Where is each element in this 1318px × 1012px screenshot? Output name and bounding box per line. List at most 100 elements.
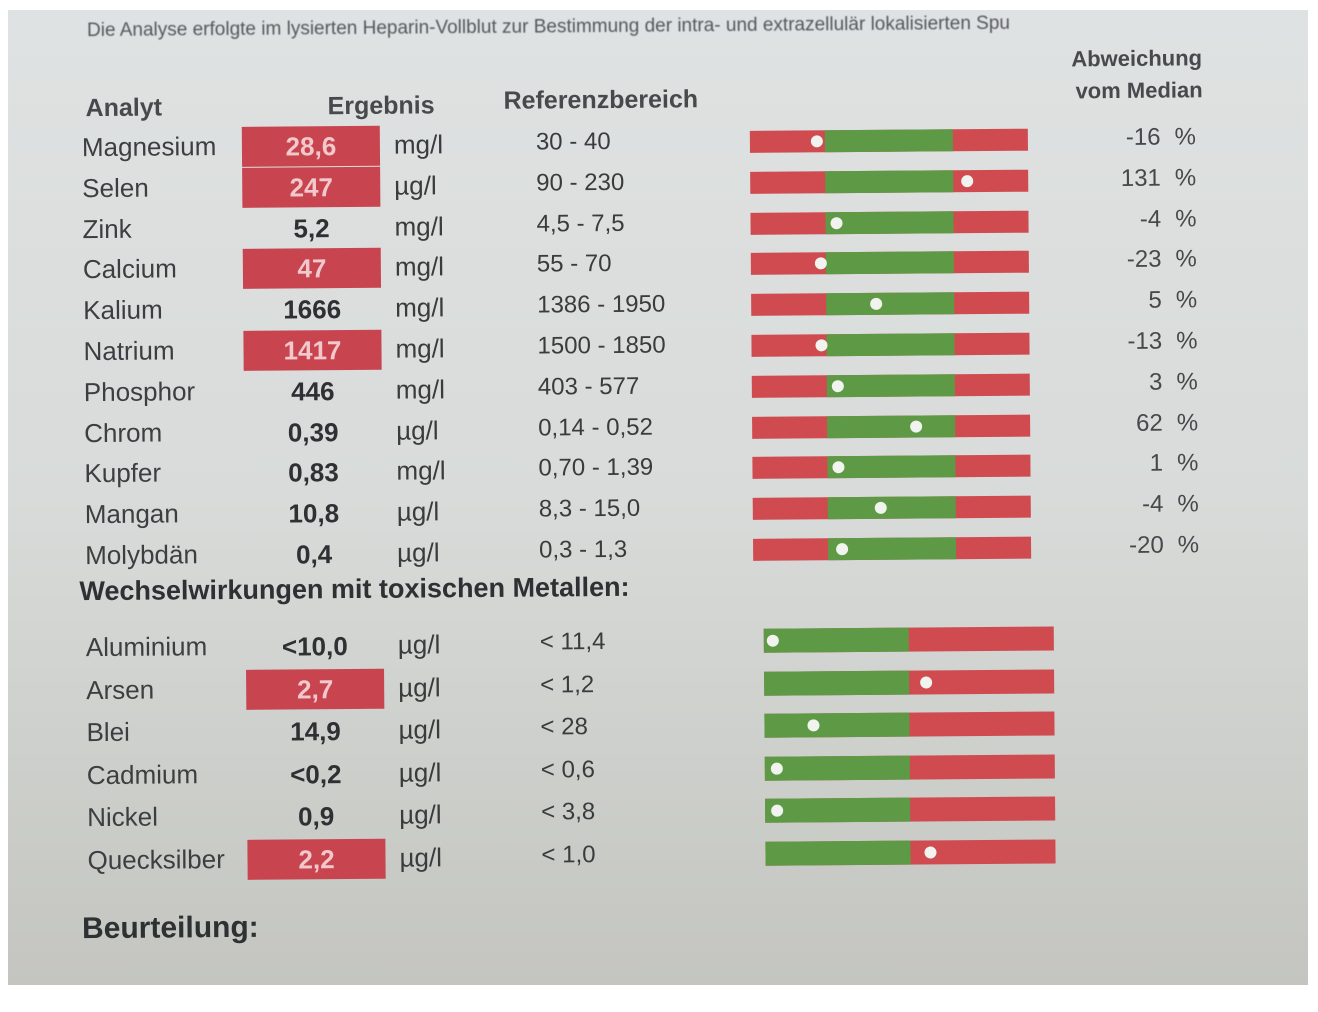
range-bar-marker xyxy=(830,216,843,229)
range-bar-marker xyxy=(814,339,828,352)
toxic-result: 14,9 xyxy=(290,716,341,747)
toxic-result: 2,7 xyxy=(246,668,385,710)
toxic-name: Arsen xyxy=(86,674,155,705)
analyte-result: 1417 xyxy=(243,329,382,371)
analyte-name: Kupfer xyxy=(84,457,162,489)
limit-bar-normal-zone xyxy=(763,627,909,653)
analyte-reference-range: 403 - 577 xyxy=(537,372,640,401)
analyte-reference-range: 1386 - 1950 xyxy=(537,290,666,319)
limit-bar-marker xyxy=(920,675,933,689)
toxic-unit: µg/l xyxy=(398,756,442,788)
toxic-unit: µg/l xyxy=(398,714,442,745)
toxic-reference-limit: < 28 xyxy=(540,713,588,741)
analyte-reference-range: 30 - 40 xyxy=(535,127,611,156)
analyte-name: Kalium xyxy=(83,294,163,326)
analyte-name: Chrom xyxy=(84,417,163,448)
analyte-result: 0,4 xyxy=(295,539,333,570)
toxic-row: Quecksilber 2,2 µg/l < 1,0 xyxy=(11,831,1308,881)
limit-bar-normal-zone xyxy=(764,755,910,781)
deviation-value: 3 xyxy=(1148,368,1163,396)
deviation-value: -4 xyxy=(1141,490,1164,518)
analyte-unit: mg/l xyxy=(396,455,446,487)
analyte-name: Magnesium xyxy=(81,131,217,163)
analyte-unit: µg/l xyxy=(396,414,439,446)
limit-bar xyxy=(765,796,1056,823)
analyte-name: Zink xyxy=(82,213,132,244)
toxic-unit: µg/l xyxy=(399,841,443,873)
toxic-result: 2,2 xyxy=(247,838,386,880)
percent-sign: % xyxy=(1176,327,1198,355)
analyte-result: 5,2 xyxy=(293,212,330,244)
deviation-value: -20 xyxy=(1128,531,1164,559)
percent-sign: % xyxy=(1175,204,1197,233)
analyte-unit: mg/l xyxy=(395,292,445,323)
deviation-value: 131 xyxy=(1120,164,1161,192)
range-bar xyxy=(751,373,1030,398)
toxic-name: Quecksilber xyxy=(87,843,225,875)
range-bar-normal-zone xyxy=(826,374,955,398)
analyte-name: Mangan xyxy=(84,498,179,530)
limit-bar xyxy=(764,669,1055,696)
range-bar xyxy=(750,251,1029,276)
median-deviation: -23% xyxy=(1087,246,1197,275)
median-deviation: -4% xyxy=(1089,491,1199,520)
toxic-unit: µg/l xyxy=(398,671,441,703)
limit-bar-marker xyxy=(770,804,783,817)
toxic-reference-limit: < 1,0 xyxy=(541,840,596,869)
range-bar-normal-zone xyxy=(825,251,954,275)
range-bar xyxy=(753,536,1032,561)
analyte-unit: mg/l xyxy=(395,333,445,364)
percent-sign: % xyxy=(1176,449,1199,477)
percent-sign: % xyxy=(1174,164,1197,192)
toxic-name: Nickel xyxy=(87,801,159,833)
toxic-row: Arsen 2,7 µg/l < 1,2 xyxy=(10,661,1308,711)
toxic-name: Blei xyxy=(86,716,130,748)
toxic-table: Aluminium <10,0 µg/l < 11,4 Arsen 2,7 µg/l < 1,… xyxy=(8,10,1305,880)
analyte-result: 0,39 xyxy=(287,416,339,448)
toxic-name: Cadmium xyxy=(86,758,199,790)
lab-report: Die Analyse erfolgte im lysierten Hepari… xyxy=(8,10,1308,985)
header-abweichung: Abweichung xyxy=(1071,45,1203,72)
median-deviation: 3% xyxy=(1088,368,1198,397)
range-bar-marker xyxy=(831,379,845,393)
median-deviation: -16% xyxy=(1086,123,1196,152)
range-bar xyxy=(749,128,1028,153)
limit-bar-normal-zone xyxy=(765,797,911,823)
analyte-unit: µg/l xyxy=(396,496,440,527)
toxic-section-title: Wechselwirkungen mit toxischen Metallen: xyxy=(79,571,630,607)
deviation-value: -16 xyxy=(1125,123,1161,151)
limit-bar xyxy=(764,754,1055,781)
percent-sign: % xyxy=(1175,245,1197,273)
analyte-name: Selen xyxy=(82,172,149,203)
range-bar-normal-zone xyxy=(826,292,955,316)
range-bar-normal-zone xyxy=(826,333,955,357)
analyte-result: 1666 xyxy=(283,294,342,325)
range-bar-normal-zone xyxy=(827,414,956,438)
range-bar-marker xyxy=(810,135,823,148)
header-vom-median: vom Median xyxy=(1075,77,1203,104)
analyte-name: Calcium xyxy=(82,253,177,285)
percent-sign: % xyxy=(1174,123,1196,151)
analyte-reference-range: 0,70 - 1,39 xyxy=(538,454,654,482)
analyte-reference-range: 8,3 - 15,0 xyxy=(538,494,641,523)
header-ergebnis: Ergebnis xyxy=(327,91,435,121)
range-bar-normal-zone xyxy=(824,129,953,153)
analyte-result: 247 xyxy=(242,166,381,208)
toxic-reference-limit: < 1,2 xyxy=(540,670,595,699)
median-deviation: 5% xyxy=(1087,287,1197,316)
analyte-unit: mg/l xyxy=(394,210,444,242)
deviation-value: 1 xyxy=(1149,450,1164,478)
toxic-row: Cadmium <0,2 µg/l < 0,6 xyxy=(11,746,1308,796)
median-deviation: 131% xyxy=(1086,164,1197,193)
median-deviation: -13% xyxy=(1087,327,1197,356)
analyte-unit: mg/l xyxy=(394,251,445,283)
toxic-reference-limit: < 3,8 xyxy=(541,798,596,826)
toxic-row: Nickel 0,9 µg/l < 3,8 xyxy=(11,788,1308,838)
toxic-result: <10,0 xyxy=(281,631,348,662)
limit-bar-marker xyxy=(766,634,779,647)
percent-sign: % xyxy=(1177,531,1200,559)
limit-bar xyxy=(763,626,1054,653)
median-deviation: 62% xyxy=(1088,409,1198,438)
deviation-value: -4 xyxy=(1139,205,1162,233)
percent-sign: % xyxy=(1176,368,1198,396)
